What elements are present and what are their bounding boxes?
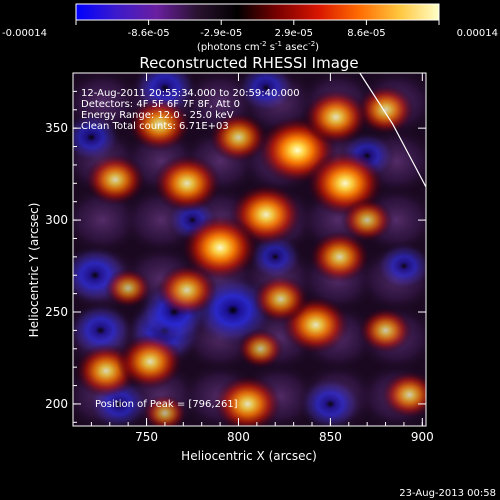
emission-source bbox=[302, 88, 370, 146]
info-line: 12-Aug-2011 20:55:34.000 to 20:59:40.000 bbox=[81, 88, 300, 99]
emission-source bbox=[156, 263, 218, 317]
emission-source bbox=[213, 374, 283, 426]
colorbar-tick-label: 2.9e-05 bbox=[275, 28, 313, 39]
y-tick-label: 250 bbox=[45, 305, 68, 319]
emission-source bbox=[180, 214, 260, 282]
x-tick-label: 750 bbox=[135, 430, 158, 444]
colorbar-tick-label: 8.6e-05 bbox=[347, 28, 385, 39]
emission-map bbox=[73, 73, 426, 426]
emission-source bbox=[142, 393, 188, 426]
x-axis-label: Heliocentric X (arcsec) bbox=[181, 449, 317, 463]
x-tick-label: 850 bbox=[319, 430, 342, 444]
emission-source bbox=[341, 197, 394, 243]
negative-source bbox=[236, 73, 296, 114]
emission-source bbox=[104, 267, 152, 309]
emission-source bbox=[127, 97, 192, 152]
plot-frame bbox=[72, 72, 427, 427]
y-tick-label: 350 bbox=[45, 121, 68, 135]
y-tick-label: 200 bbox=[45, 397, 68, 411]
colorbar-tick-label: -8.6e-05 bbox=[128, 28, 170, 39]
colorbar-ticks: -0.00014 -8.6e-05 -2.9e-05 2.9e-05 8.6e-05 0.… bbox=[2, 20, 498, 39]
x-tick-label: 800 bbox=[227, 430, 250, 444]
solar-limb bbox=[359, 73, 426, 188]
emission-source bbox=[236, 328, 285, 369]
negative-source bbox=[298, 376, 363, 426]
info-line: Detectors: 4F 5F 6F 7F 8F, Att 0 bbox=[81, 99, 240, 110]
plot-area bbox=[73, 73, 426, 426]
colorbar-tick-label: -0.00014 bbox=[2, 28, 47, 39]
colorbar: -0.00014 -8.6e-05 -2.9e-05 2.9e-05 8.6e-05 0.… bbox=[2, 3, 498, 53]
emission-source bbox=[358, 307, 413, 354]
emission-source bbox=[380, 370, 426, 419]
chart-title: Reconstructed RHESSI Image bbox=[139, 54, 358, 72]
emission-source bbox=[308, 230, 371, 284]
negative-source bbox=[73, 111, 122, 163]
emission-source bbox=[152, 154, 222, 213]
emission-source bbox=[355, 84, 416, 136]
info-line: Energy Range: 12.0 - 25.0 keV bbox=[81, 110, 234, 121]
colorbar-tick-label: -2.9e-05 bbox=[200, 28, 242, 39]
y-axis: 200 250 300 350 bbox=[45, 72, 426, 423]
emission-source bbox=[252, 274, 310, 324]
generation-date: 23-Aug-2013 00:58 bbox=[399, 488, 496, 499]
info-line: Clean Total counts: 6.71E+03 bbox=[81, 121, 229, 132]
colorbar-unit-label: (photons cm-2 s-1 asec-2) bbox=[197, 40, 319, 53]
negative-source bbox=[73, 301, 134, 359]
negative-source bbox=[375, 241, 426, 291]
y-axis-label: Heliocentric Y (arcsec) bbox=[27, 203, 41, 338]
y-tick-label: 300 bbox=[45, 213, 68, 227]
peak-position-label: Position of Peak = [796,261] bbox=[95, 399, 238, 410]
observation-info: 12-Aug-2011 20:55:34.000 to 20:59:40.000… bbox=[81, 88, 300, 132]
x-axis: 750 800 850 900 bbox=[90, 73, 434, 444]
emission-source bbox=[208, 112, 269, 163]
colorbar-gradient bbox=[75, 3, 440, 21]
emission-source bbox=[116, 333, 184, 390]
x-tick-label: 900 bbox=[411, 430, 434, 444]
emission-source bbox=[84, 153, 147, 206]
colorbar-tick-label: 0.00014 bbox=[457, 28, 498, 39]
